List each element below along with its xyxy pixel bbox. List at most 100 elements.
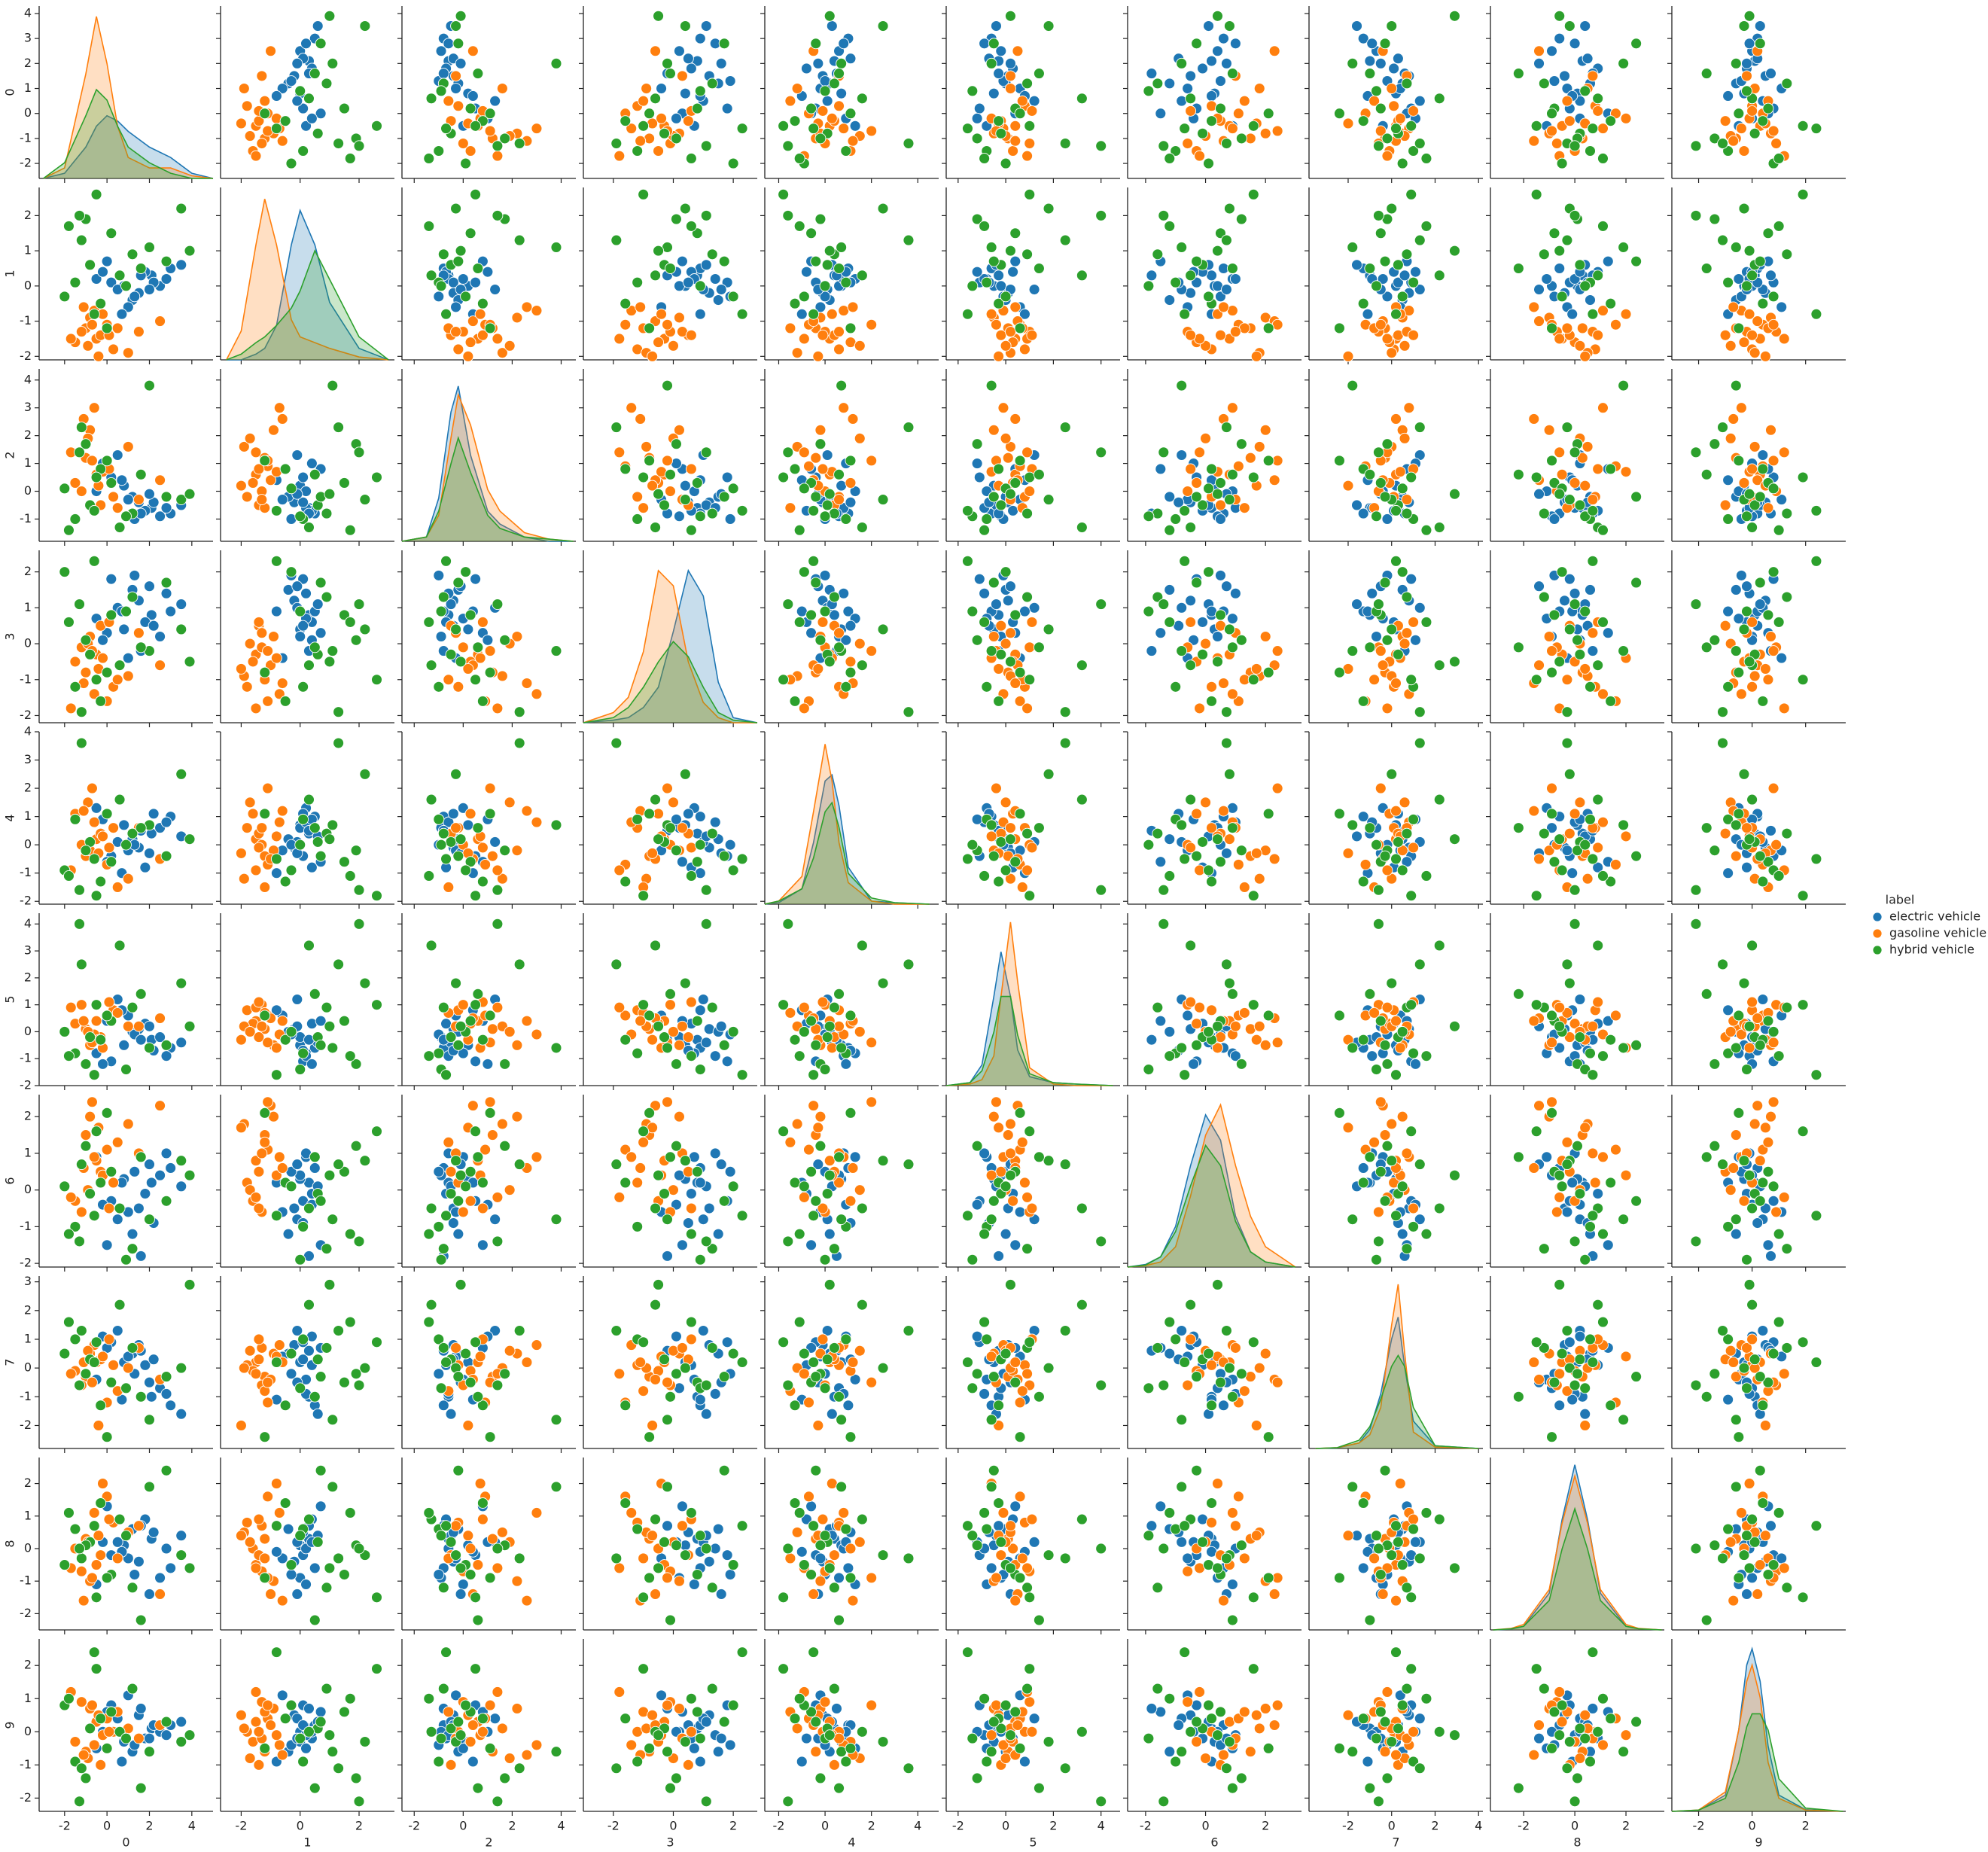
scatter-point: [1164, 153, 1175, 163]
scatter-point: [1207, 464, 1217, 474]
scatter-point: [725, 76, 735, 87]
scatter-point: [1557, 567, 1567, 577]
scatter-point: [1387, 21, 1397, 32]
scatter-point: [286, 567, 297, 577]
scatter-point: [144, 848, 154, 858]
scatter-point: [426, 93, 437, 104]
scatter-point: [117, 475, 127, 486]
scatter-point: [1739, 769, 1749, 779]
panel: [1123, 732, 1301, 909]
scatter-point: [1414, 96, 1425, 106]
scatter-point: [638, 1126, 649, 1137]
scatter-point: [716, 1021, 726, 1031]
scatter-point: [815, 635, 826, 645]
scatter-point: [1158, 918, 1169, 929]
scatter-point: [1798, 891, 1808, 901]
scatter-point: [1373, 1207, 1384, 1217]
scatter-point: [239, 873, 249, 884]
scatter-point: [295, 606, 306, 617]
scatter-point: [497, 1119, 507, 1129]
scatter-point: [465, 1166, 476, 1177]
scatter-point: [1739, 21, 1749, 32]
scatter-point: [1402, 592, 1412, 602]
scatter-point: [728, 1181, 738, 1192]
scatter-point: [686, 153, 696, 163]
scatter-point: [972, 635, 982, 645]
scatter-point: [161, 1040, 172, 1050]
scatter-point: [426, 1299, 437, 1310]
scatter-point: [817, 105, 828, 116]
scatter-point: [458, 1207, 468, 1217]
scatter-point: [686, 1203, 696, 1214]
scatter-point: [292, 450, 303, 461]
scatter-point: [324, 656, 335, 667]
scatter-point: [1564, 978, 1575, 988]
scatter-point: [778, 1126, 789, 1137]
scatter-point: [458, 139, 468, 149]
scatter-point: [1758, 876, 1768, 887]
scatter-point: [1547, 783, 1557, 793]
scatter-point: [1606, 696, 1616, 706]
scatter-point: [695, 281, 705, 291]
scatter-point: [309, 823, 320, 833]
scatter-point: [834, 642, 845, 653]
scatter-point: [1739, 1196, 1749, 1206]
scatter-point: [808, 309, 819, 319]
scatter-point: [434, 1369, 444, 1379]
scatter-point: [1000, 638, 1011, 649]
scatter-point: [1406, 574, 1417, 584]
scatter-point: [996, 1166, 1006, 1177]
y-tick-label: 1: [24, 997, 32, 1011]
scatter-point: [274, 1152, 285, 1162]
scatter-point: [531, 123, 542, 134]
scatter-point: [1747, 330, 1758, 340]
scatter-point: [470, 675, 481, 685]
scatter-point: [286, 1026, 297, 1037]
scatter-point: [799, 1026, 809, 1037]
scatter-point: [1414, 422, 1425, 433]
scatter-point: [996, 128, 1006, 139]
scatter-point: [242, 101, 252, 111]
scatter-point: [725, 513, 735, 524]
panel: [1667, 6, 1846, 183]
scatter-point: [1569, 588, 1580, 599]
scatter-point: [263, 646, 273, 656]
scatter-point: [1272, 126, 1283, 136]
scatter-point: [1382, 1059, 1393, 1069]
scatter-point: [1152, 1002, 1163, 1013]
scatter-point: [121, 281, 132, 291]
panel: [216, 550, 394, 727]
scatter-point: [1534, 581, 1545, 592]
scatter-point: [1218, 33, 1228, 44]
scatter-point: [1449, 1021, 1460, 1031]
scatter-point: [1758, 298, 1768, 309]
scatter-point: [653, 489, 664, 499]
scatter-point: [1562, 1137, 1572, 1147]
scatter-point: [1010, 857, 1021, 867]
scatter-point: [81, 1369, 91, 1379]
panel: [397, 732, 576, 909]
scatter-point: [315, 628, 326, 638]
scatter-point: [662, 1043, 673, 1053]
scatter-point: [820, 1065, 830, 1075]
scatter-point: [662, 1214, 673, 1225]
scatter-point: [441, 1070, 452, 1080]
scatter-point: [1347, 820, 1358, 830]
scatter-point: [834, 469, 845, 480]
scatter-point: [1569, 809, 1580, 819]
scatter-point: [65, 703, 76, 714]
scatter-point: [707, 508, 717, 519]
scatter-point: [638, 120, 649, 131]
scatter-point: [737, 854, 747, 864]
scatter-point: [424, 870, 434, 881]
scatter-point: [1593, 794, 1603, 805]
scatter-point: [994, 1122, 1004, 1133]
scatter-point: [1731, 646, 1741, 656]
scatter-point: [123, 1363, 133, 1373]
scatter-point: [806, 1166, 817, 1177]
scatter-point: [360, 21, 370, 32]
scatter-point: [63, 870, 74, 881]
scatter-point: [254, 1203, 264, 1214]
scatter-point: [1747, 105, 1758, 116]
